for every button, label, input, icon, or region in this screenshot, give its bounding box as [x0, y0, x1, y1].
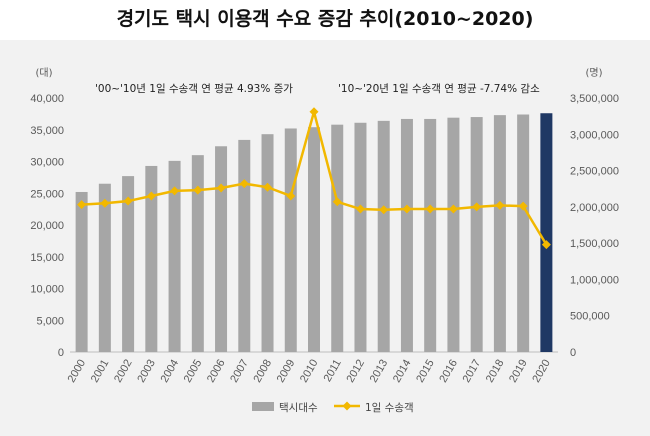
line-point-daily-passengers: [123, 196, 133, 206]
bar-taxi-count: [122, 176, 135, 352]
bar-taxi-count: [191, 155, 204, 352]
line-point-daily-passengers: [402, 204, 412, 214]
bar-taxi-count: [168, 160, 181, 352]
y-right-tick-label: 3,000,000: [570, 129, 619, 141]
line-point-daily-passengers: [263, 182, 273, 192]
y-left-tick-label: 15,000: [30, 252, 64, 264]
line-point-daily-passengers: [286, 191, 296, 201]
x-tick-label: 2009: [275, 358, 298, 385]
x-tick-label: 2013: [368, 358, 391, 385]
line-point-daily-passengers: [193, 185, 203, 195]
x-tick-label: 2006: [205, 358, 228, 385]
bar-taxi-count: [331, 124, 344, 352]
bar-taxi-count: [145, 165, 158, 352]
y-left-tick-label: 35,000: [30, 125, 64, 137]
bar-taxi-count: [261, 134, 274, 352]
y-left-tick-label: 25,000: [30, 188, 64, 200]
bar-taxi-count: [284, 128, 297, 352]
bar-taxi-count: [354, 122, 367, 352]
x-tick-label: 2019: [507, 358, 530, 385]
x-tick-label: 2000: [66, 358, 89, 385]
bar-taxi-count: [98, 183, 111, 352]
line-point-daily-passengers: [541, 240, 551, 250]
y-right-tick-label: 2,000,000: [570, 202, 619, 214]
bar-taxi-count: [470, 117, 483, 352]
legend-label-taxi-count: 택시대수: [279, 402, 318, 414]
line-point-daily-passengers: [170, 186, 180, 196]
legend-marker-daily-passengers: [342, 401, 352, 411]
bar-taxi-count: [308, 127, 320, 353]
x-tick-label: 2011: [322, 358, 344, 384]
chart-title: 경기도 택시 이용객 수요 증감 추이(2010~2020): [116, 8, 534, 30]
bar-taxi-count: [517, 114, 530, 352]
x-tick-label: 2007: [228, 358, 251, 385]
x-tick-label: 2012: [344, 358, 367, 385]
x-tick-label: 2010: [298, 358, 321, 385]
chart-panel: 0 5,000 10,000 15,000 20,000 25,000 30,000 35,0…: [0, 40, 650, 436]
x-tick-label: 2018: [484, 358, 507, 385]
y-left-tick-label: 30,000: [30, 157, 64, 169]
x-tick-label: 2005: [182, 358, 205, 385]
line-point-daily-passengers: [239, 179, 249, 189]
y-left-tick-label: 10,000: [30, 284, 64, 296]
line-point-daily-passengers: [216, 183, 226, 193]
y-left-tick-label: 5,000: [36, 315, 64, 327]
line-point-daily-passengers: [472, 202, 482, 212]
combo-chart: 0 5,000 10,000 15,000 20,000 25,000 30,000 35,0…: [30, 67, 619, 414]
y-right-tick-label: 1,500,000: [570, 238, 619, 250]
x-tick-label: 2016: [437, 358, 460, 385]
y-left-tick-label: 20,000: [30, 220, 64, 232]
line-point-daily-passengers: [425, 204, 435, 214]
y-right-tick-label: 500,000: [570, 311, 610, 323]
line-point-daily-passengers: [379, 205, 389, 215]
y-right-tick-label: 3,500,000: [570, 93, 619, 105]
x-tick-label: 2003: [135, 358, 158, 385]
bar-taxi-count: [447, 117, 460, 352]
bar-taxi-count: [377, 120, 390, 352]
line-point-daily-passengers: [309, 107, 319, 117]
line-point-daily-passengers: [448, 204, 458, 214]
y-right-tick-label: 0: [570, 347, 576, 359]
line-point-daily-passengers: [146, 191, 156, 201]
y-right-unit: (명): [585, 67, 602, 79]
line-point-daily-passengers: [100, 198, 110, 208]
bar-taxi-count: [424, 118, 437, 352]
line-point-daily-passengers: [77, 200, 87, 210]
annotation-increase: '00~'10년 1일 수송객 연 평균 4.93% 증가: [95, 82, 293, 95]
x-tick-label: 2020: [530, 358, 553, 385]
y-left-tick-label: 0: [58, 347, 64, 359]
line-point-daily-passengers: [355, 204, 365, 214]
bar-taxi-count: [75, 191, 88, 352]
line-point-daily-passengers: [495, 200, 505, 210]
bar-taxi-count: [493, 115, 506, 353]
x-tick-label: 2002: [112, 358, 135, 385]
y-right-tick-label: 2,500,000: [570, 166, 619, 178]
x-tick-label: 2015: [414, 358, 437, 385]
bar-taxi-count: [238, 139, 251, 352]
y-right-tick-label: 1,000,000: [570, 274, 619, 286]
line-point-daily-passengers: [332, 197, 342, 207]
bar-taxi-count: [215, 146, 228, 352]
line-point-daily-passengers: [518, 201, 528, 211]
legend-label-daily-passengers: 1일 수송객: [365, 401, 414, 414]
x-tick-label: 2001: [89, 358, 112, 385]
bar-taxi-count: [400, 118, 413, 352]
bar-taxi-count: [540, 113, 553, 353]
x-tick-label: 2014: [391, 358, 414, 385]
x-tick-label: 2008: [251, 358, 274, 385]
annotation-decrease: '10~'20년 1일 수송객 연 평균 -7.74% 감소: [338, 82, 540, 95]
x-tick-label: 2017: [461, 358, 484, 385]
x-tick-label: 2004: [159, 358, 182, 385]
y-left-tick-label: 40,000: [30, 93, 64, 105]
legend-swatch-taxi-count: [252, 402, 274, 411]
y-left-unit: (대): [35, 67, 52, 79]
